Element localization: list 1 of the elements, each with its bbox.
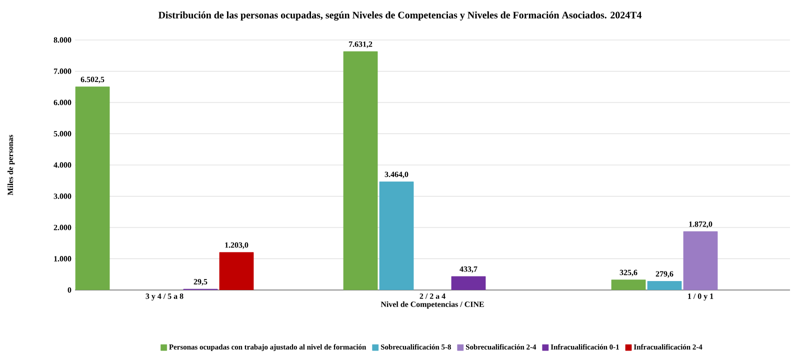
chart-title: Distribución de las personas ocupadas, según Niveles de Competencias y Niveles de Formación Asociados. 2024T4: [158, 11, 642, 21]
